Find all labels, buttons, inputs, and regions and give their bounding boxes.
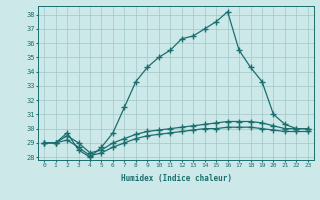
- X-axis label: Humidex (Indice chaleur): Humidex (Indice chaleur): [121, 174, 231, 183]
